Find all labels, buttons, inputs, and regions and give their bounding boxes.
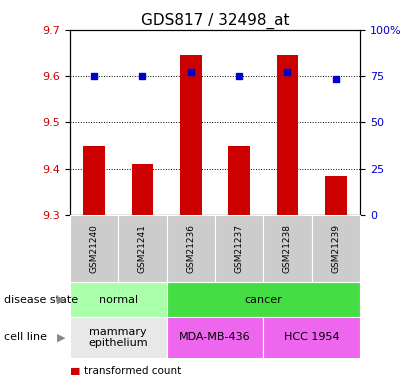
Text: GSM21236: GSM21236 — [186, 224, 195, 273]
Text: GSM21238: GSM21238 — [283, 224, 292, 273]
Text: cell line: cell line — [4, 333, 47, 342]
Text: mammary
epithelium: mammary epithelium — [88, 327, 148, 348]
Text: MDA-MB-436: MDA-MB-436 — [179, 333, 251, 342]
Bar — [228, 146, 250, 215]
Text: GSM21237: GSM21237 — [235, 224, 244, 273]
Text: transformed count: transformed count — [84, 366, 182, 375]
Text: normal: normal — [99, 295, 138, 304]
Text: cancer: cancer — [245, 295, 282, 304]
Bar — [132, 164, 153, 215]
Bar — [180, 56, 202, 215]
Text: ■: ■ — [70, 366, 81, 375]
Text: ▶: ▶ — [57, 333, 66, 342]
Bar — [325, 176, 347, 215]
Text: GSM21241: GSM21241 — [138, 224, 147, 273]
Title: GDS817 / 32498_at: GDS817 / 32498_at — [141, 12, 289, 28]
Bar — [83, 146, 105, 215]
Bar — [277, 56, 298, 215]
Text: GSM21239: GSM21239 — [331, 224, 340, 273]
Text: GSM21240: GSM21240 — [90, 224, 99, 273]
Text: ▶: ▶ — [57, 295, 66, 304]
Text: HCC 1954: HCC 1954 — [284, 333, 339, 342]
Text: disease state: disease state — [4, 295, 78, 304]
